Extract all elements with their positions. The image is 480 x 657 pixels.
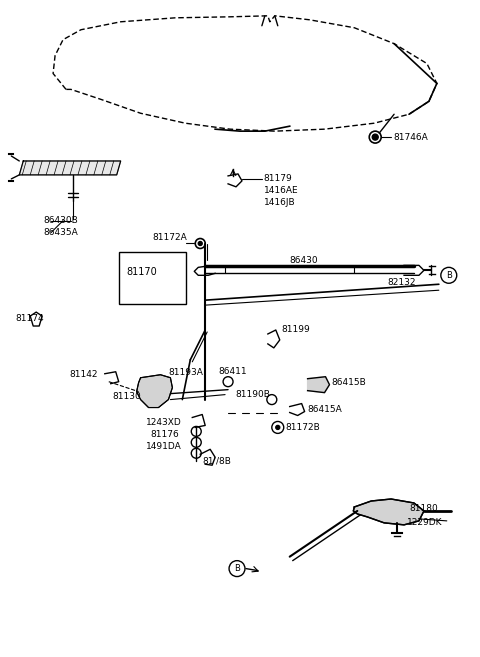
Text: 86415A: 86415A bbox=[308, 405, 342, 414]
Circle shape bbox=[276, 426, 280, 430]
Text: 81130: 81130 bbox=[113, 392, 142, 401]
Text: 81179: 81179 bbox=[264, 174, 293, 183]
Text: 81746A: 81746A bbox=[393, 133, 428, 142]
Circle shape bbox=[372, 134, 378, 140]
Text: 86430: 86430 bbox=[290, 256, 318, 265]
Text: 1229DK: 1229DK bbox=[407, 518, 443, 528]
Text: 81193A: 81193A bbox=[168, 368, 204, 377]
Text: 81'/8B: 81'/8B bbox=[202, 457, 231, 466]
Text: 81172B: 81172B bbox=[286, 423, 321, 432]
Text: 81172A: 81172A bbox=[153, 233, 187, 242]
Text: B: B bbox=[446, 271, 452, 280]
Polygon shape bbox=[308, 376, 329, 393]
Polygon shape bbox=[137, 374, 172, 407]
Text: 86430B: 86430B bbox=[43, 216, 78, 225]
Text: 81174: 81174 bbox=[15, 313, 44, 323]
Text: 81190B: 81190B bbox=[235, 390, 270, 399]
Text: 81180: 81180 bbox=[409, 505, 438, 514]
Text: 86415B: 86415B bbox=[332, 378, 366, 387]
Text: 82132: 82132 bbox=[387, 278, 416, 286]
Polygon shape bbox=[353, 499, 424, 525]
Text: 81142: 81142 bbox=[69, 371, 97, 379]
Text: 1416AE: 1416AE bbox=[264, 187, 299, 195]
Text: 1491DA: 1491DA bbox=[145, 442, 181, 451]
Text: 1416JB: 1416JB bbox=[264, 198, 296, 207]
Text: 81199: 81199 bbox=[282, 325, 311, 334]
Text: 86411: 86411 bbox=[218, 367, 247, 376]
Circle shape bbox=[369, 131, 381, 143]
Text: B: B bbox=[234, 564, 240, 573]
Text: 81170: 81170 bbox=[127, 267, 157, 277]
Text: 1243XD: 1243XD bbox=[145, 418, 181, 427]
Circle shape bbox=[198, 242, 202, 246]
Bar bbox=[119, 252, 186, 304]
Text: 86435A: 86435A bbox=[43, 228, 78, 237]
Polygon shape bbox=[19, 161, 120, 175]
Text: 81176: 81176 bbox=[151, 430, 179, 439]
